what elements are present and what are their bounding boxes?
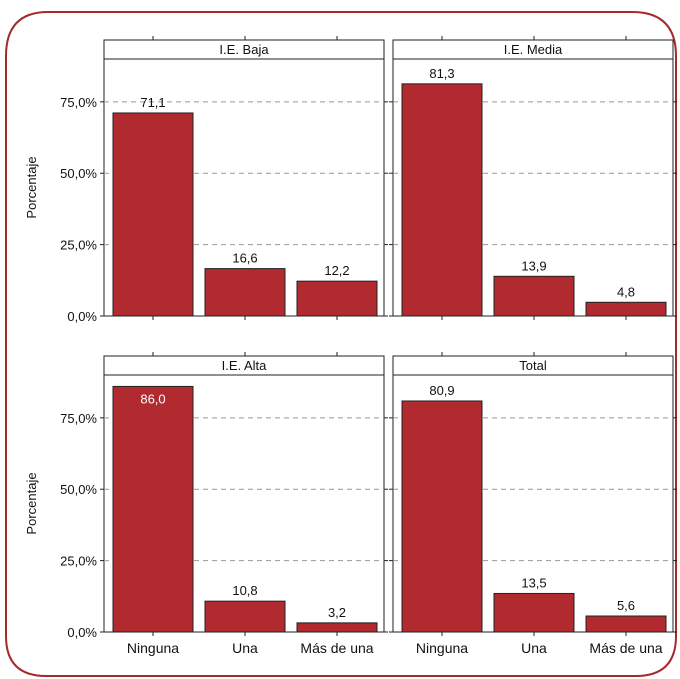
x-tick-label: Más de una	[300, 640, 373, 656]
bar	[204, 268, 286, 317]
bar-value-label: 13,5	[521, 575, 546, 590]
figure-border	[5, 11, 677, 677]
x-tick-label: Una	[232, 640, 258, 656]
bar	[585, 301, 667, 317]
x-tick-label: Una	[521, 640, 547, 656]
y-tick-label: 75,0%	[60, 411, 97, 426]
bar-value-label: 81,3	[429, 66, 454, 81]
y-tick-label: 0,0%	[67, 625, 97, 640]
bar-value-label: 13,9	[521, 258, 546, 273]
panel-3: I.E. Alta 0,0% 25,0% 50,0% 75,0% Porcentaje 86…	[24, 352, 388, 656]
y-axis-label: Porcentaje	[24, 156, 39, 218]
bar-value-label: 3,2	[328, 605, 346, 620]
chart-panels: I.E. Baja 0,0% 25,0% 50,0% 75,0% Porcentaje 71…	[24, 36, 677, 656]
y-tick-label: 25,0%	[60, 238, 97, 253]
bar	[204, 600, 286, 633]
bar	[493, 592, 575, 633]
bar-value-label: 80,9	[429, 383, 454, 398]
y-axis-label: Porcentaje	[24, 472, 39, 534]
bar-value-label: 71,1	[140, 95, 165, 110]
y-tick-label: 50,0%	[60, 166, 97, 181]
bar-value-label: 4,8	[617, 284, 635, 299]
x-tick-label: Ninguna	[416, 640, 468, 656]
bar	[401, 83, 483, 317]
panel-2: I.E. Media 81,3 13,9 4,8	[389, 36, 677, 320]
y-tick-label: 25,0%	[60, 554, 97, 569]
y-tick-label: 75,0%	[60, 95, 97, 110]
bar	[112, 112, 194, 317]
panel-title: Total	[519, 358, 547, 373]
panel-title: I.E. Baja	[219, 42, 269, 57]
panel-title: I.E. Media	[504, 42, 563, 57]
panel-1: I.E. Baja 0,0% 25,0% 50,0% 75,0% Porcentaje 71…	[24, 36, 388, 324]
bar-value-label: 16,6	[232, 251, 257, 266]
bar-value-label: 5,6	[617, 598, 635, 613]
bar-value-label: 12,2	[324, 263, 349, 278]
bar-value-label: 86,0	[140, 391, 165, 406]
y-tick-label: 50,0%	[60, 482, 97, 497]
bar	[585, 615, 667, 633]
x-tick-label: Más de una	[589, 640, 662, 656]
x-tick-label: Ninguna	[127, 640, 179, 656]
bar	[401, 400, 483, 633]
bar-value-label: 10,8	[232, 583, 257, 598]
bar	[296, 622, 378, 633]
bar	[493, 275, 575, 317]
bar	[112, 385, 194, 633]
panel-title: I.E. Alta	[222, 358, 268, 373]
y-tick-label: 0,0%	[67, 309, 97, 324]
bar	[296, 280, 378, 317]
panel-4: Total 80,9 Ninguna 13,5 Una 5,6 Más de una	[389, 352, 677, 656]
